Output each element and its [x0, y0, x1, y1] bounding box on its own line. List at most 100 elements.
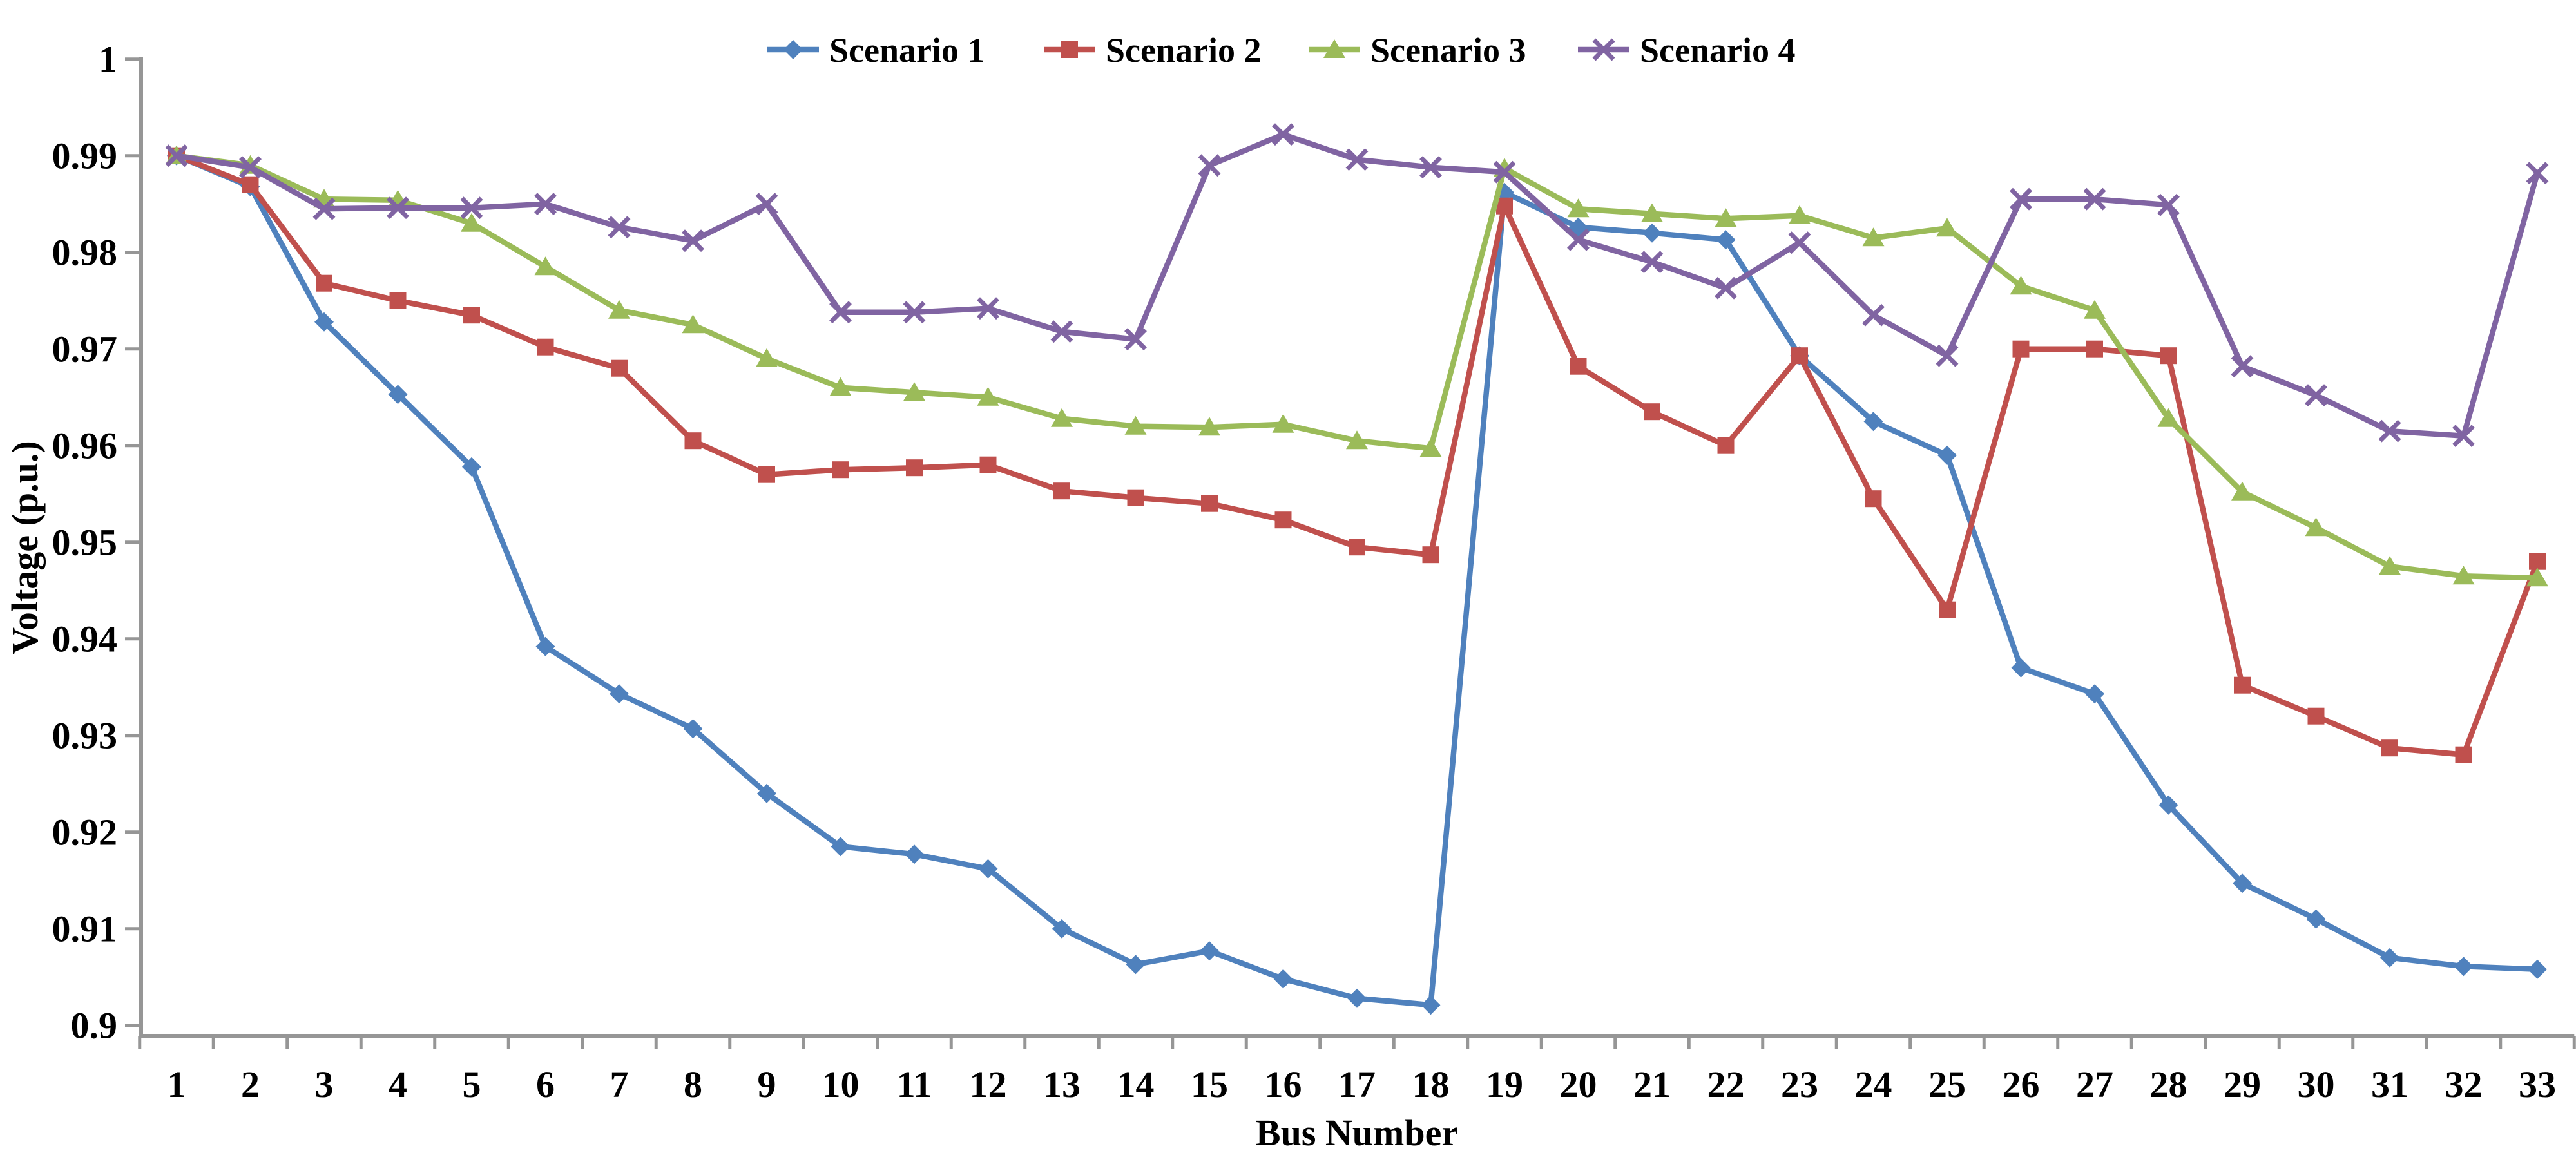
series-scenario-2-marker [1644, 403, 1660, 421]
y-tick-label: 0.95 [52, 522, 118, 564]
series-scenario-3-marker [1567, 198, 1590, 218]
y-tick-label: 0.98 [52, 232, 118, 274]
series-scenario-1-marker [1421, 995, 1441, 1015]
series-scenario-4-marker [1345, 148, 1369, 171]
x-tick-label: 1 [168, 1064, 186, 1105]
series-scenario-2-marker [463, 307, 480, 324]
series-scenario-1 [167, 146, 2547, 1015]
series-scenario-3-marker [1051, 408, 1073, 427]
series-scenario-1-marker [1347, 988, 1367, 1008]
x-tick-label: 29 [2224, 1064, 2261, 1105]
series-scenario-4-marker [1124, 328, 1147, 351]
series-scenario-1-line [173, 153, 2541, 1008]
series-scenario-4-marker [608, 216, 631, 239]
y-tick-label: 0.96 [52, 425, 118, 467]
series-scenario-1-marker [2528, 959, 2547, 979]
legend-diamond-icon [783, 40, 803, 59]
series-scenario-2-marker [537, 338, 554, 356]
series-scenario-1-marker [1937, 445, 1957, 465]
series-scenario-4-marker [1715, 276, 1737, 300]
series-scenario-4-marker [1788, 231, 1811, 254]
x-tick-label: 15 [1191, 1064, 1228, 1105]
y-tick-label: 0.9 [71, 1005, 118, 1047]
series-scenario-2-marker [316, 274, 332, 292]
series-scenario-4-marker [1419, 156, 1442, 179]
series-scenario-3-marker [1862, 227, 1885, 247]
series-scenario-4-marker [2083, 187, 2106, 211]
series-scenario-4-marker [239, 156, 262, 179]
series-scenario-1-marker [757, 783, 776, 803]
series-scenario-2-marker [1865, 490, 1882, 508]
series-scenario-2-marker [1201, 495, 1218, 512]
series-scenario-3-marker [1124, 415, 1147, 435]
x-tick-label: 26 [2003, 1064, 2040, 1105]
series-scenario-1-marker [2306, 909, 2326, 929]
legend-x-icon [1592, 38, 1615, 61]
series-scenario-4-marker [2305, 384, 2327, 407]
series-scenario-3-marker [2157, 408, 2180, 427]
series-scenario-1-marker [1052, 919, 1072, 939]
series-scenario-4-marker [682, 229, 704, 253]
series-scenario-2-marker [242, 176, 259, 193]
series-scenario-1-marker [2233, 873, 2252, 893]
series-scenario-4-marker [2378, 419, 2401, 443]
series-scenario-3-marker [1419, 438, 1442, 457]
series-scenario-4-marker [1936, 344, 1959, 367]
legend-label: Scenario 1 [829, 31, 985, 70]
legend-label: Scenario 2 [1106, 31, 1261, 70]
x-tick-label: 9 [758, 1064, 776, 1105]
series-scenario-4-marker [460, 196, 483, 220]
series-scenario-4-marker [755, 193, 778, 216]
x-tick-label: 32 [2445, 1064, 2483, 1105]
series-scenario-1-marker [2454, 957, 2474, 977]
series-scenario-1-marker [1716, 230, 1736, 250]
series-scenario-1-marker [683, 719, 703, 739]
series-scenario-2-marker [1349, 539, 1365, 556]
series-scenario-4-line [173, 131, 2541, 439]
series-scenario-4-marker [2452, 425, 2475, 448]
series-scenario-3-marker [608, 300, 630, 319]
series-scenario-4-marker [1198, 154, 1221, 177]
y-tick-label: 1 [99, 39, 117, 81]
x-tick-label: 7 [610, 1064, 629, 1105]
series-scenario-3-marker [756, 348, 778, 367]
x-tick-label: 5 [463, 1064, 481, 1105]
legend-label: Scenario 3 [1370, 31, 1526, 70]
series-scenario-2-marker [2455, 746, 2472, 763]
series-scenario-2-marker [1496, 197, 1513, 215]
x-tick-label: 23 [1781, 1064, 1818, 1105]
series-scenario-4-marker [1493, 160, 1516, 184]
x-tick-label: 22 [1707, 1064, 1745, 1105]
series-scenario-4 [165, 123, 2549, 448]
series-scenario-2-marker [684, 432, 702, 450]
x-tick-label: 14 [1117, 1064, 1155, 1105]
series-scenario-1-marker [1863, 412, 1883, 432]
x-tick-label: 2 [241, 1064, 260, 1105]
series-scenario-4-marker [1640, 251, 1664, 274]
x-tick-label: 19 [1486, 1064, 1523, 1105]
series-scenario-3-marker [1715, 208, 1737, 227]
x-tick-label: 13 [1043, 1064, 1081, 1105]
series-scenario-2-marker [2529, 553, 2546, 570]
x-tick-label: 20 [1560, 1064, 1597, 1105]
x-tick-label: 27 [2076, 1064, 2113, 1105]
series-scenario-1-marker [978, 859, 998, 879]
series-scenario-1-marker [462, 457, 481, 477]
series-scenario-3-marker [2084, 300, 2106, 319]
series-scenario-4-marker [1862, 303, 1885, 327]
series-scenario-3-line [173, 153, 2541, 581]
legend-triangle-icon [1323, 39, 1345, 58]
legend-item-scenario-2: Scenario 2 [1044, 31, 1261, 70]
series-scenario-1-marker [535, 636, 555, 656]
series-scenario-1-marker [314, 312, 334, 332]
series-scenario-3-marker [1641, 203, 1663, 222]
y-tick-label: 0.97 [52, 329, 118, 370]
y-tick-label: 0.92 [52, 812, 118, 854]
series-scenario-3 [166, 145, 2548, 587]
series-scenario-1-marker [831, 837, 851, 857]
x-tick-label: 24 [1855, 1064, 1892, 1105]
series-scenario-4-marker [387, 196, 409, 220]
x-axis-title: Bus Number [1256, 1112, 1458, 1154]
